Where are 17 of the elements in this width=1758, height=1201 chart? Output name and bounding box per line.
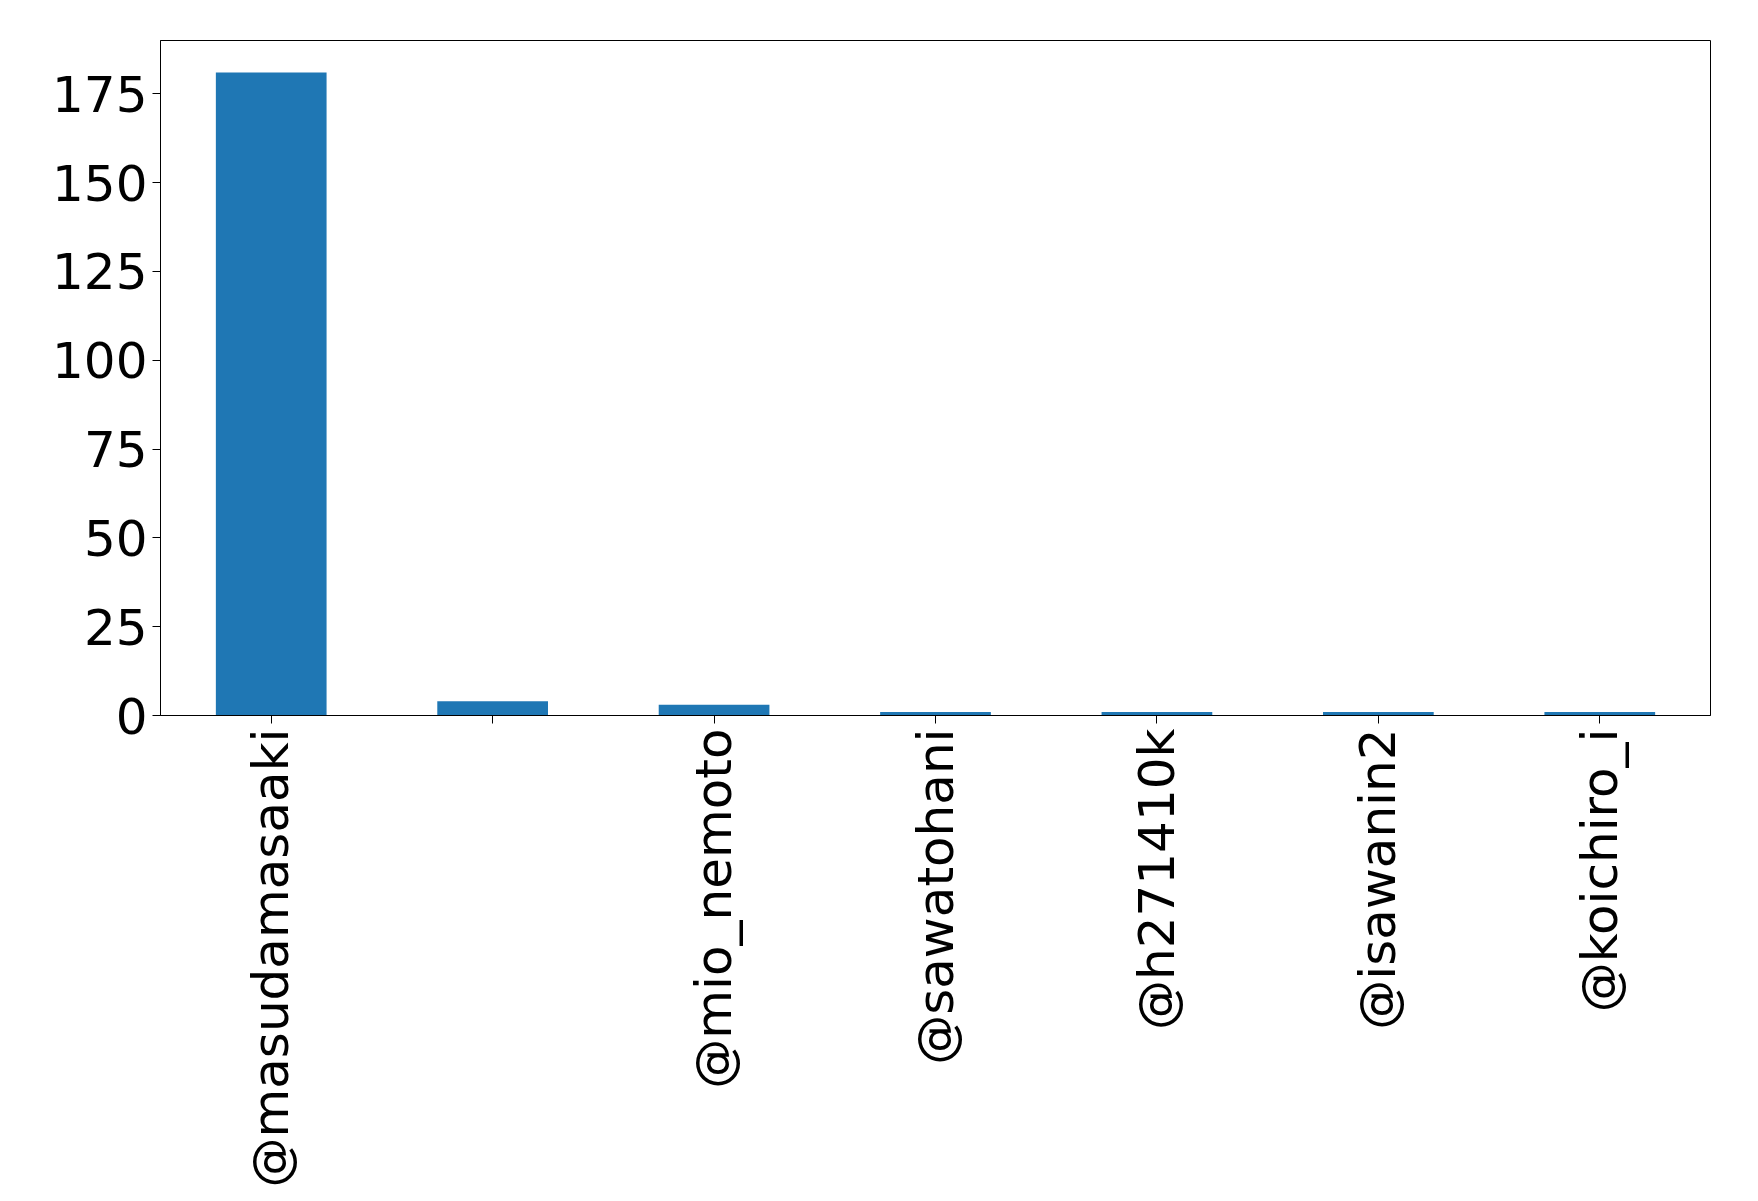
bar <box>658 704 770 716</box>
y-tick-label: 100 <box>52 332 148 391</box>
x-tick-label: @h271410k <box>1127 728 1186 1031</box>
y-tick-label: 50 <box>83 509 148 568</box>
y-tick-label: 125 <box>52 243 148 302</box>
x-tick-label: @masudamasaaki <box>242 728 301 1188</box>
x-tick-label: @sawatohani <box>906 728 965 1065</box>
x-tick-label: @mio_nemoto <box>685 728 744 1089</box>
bar <box>215 72 327 716</box>
bar <box>437 701 548 716</box>
y-tick-label: 25 <box>83 598 148 657</box>
x-tick-label: @isawanin2 <box>1349 728 1408 1030</box>
y-tick-label: 150 <box>52 154 148 213</box>
y-tick-label: 0 <box>115 687 148 746</box>
y-tick-label: 175 <box>52 65 148 124</box>
x-tick-label: @koichiro_i <box>1570 728 1629 1013</box>
y-tick-label: 75 <box>83 421 148 480</box>
